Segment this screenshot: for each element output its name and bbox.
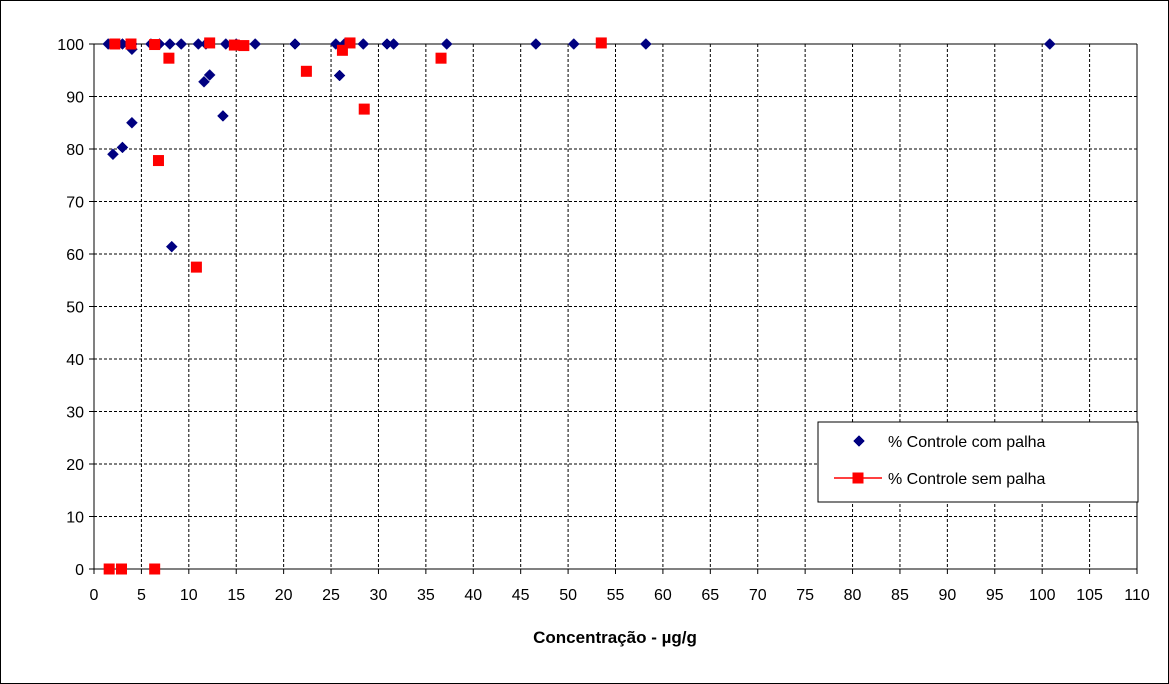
data-point-com-palha: [440, 38, 453, 50]
gridlines: [94, 43, 1138, 569]
data-point-com-palha: [203, 69, 216, 81]
data-point-sem-palha: [204, 37, 216, 49]
x-tick-label: 30: [370, 587, 388, 604]
data-point-sem-palha: [149, 39, 161, 51]
data-point-sem-palha: [152, 155, 164, 167]
data-point-com-palha: [639, 38, 652, 50]
data-point-sem-palha: [103, 563, 115, 575]
legend-item-sem-palha: % Controle sem palha: [834, 471, 1046, 488]
x-tick-label: 60: [654, 587, 672, 604]
data-point-com-palha: [198, 75, 210, 88]
data-point-sem-palha: [435, 52, 447, 64]
data-point-com-palha: [567, 38, 580, 50]
x-tick-label: 20: [275, 587, 293, 604]
data-point-sem-palha: [163, 52, 175, 64]
data-point-sem-palha: [336, 44, 348, 56]
x-tick-label: 15: [227, 587, 245, 604]
x-tick-label: 25: [322, 587, 340, 604]
tick-labels: 0 10 20 30 40 50 60 70 80 90 100 0 5 10 15 20 25 30 35 40 45…: [57, 37, 1150, 604]
data-point-com-palha: [165, 240, 178, 253]
x-tick-label: 70: [749, 587, 767, 604]
x-tick-label: 110: [1124, 587, 1150, 604]
data-point-sem-palha: [149, 563, 161, 575]
y-tick-label: 30: [66, 405, 84, 422]
x-tick-label: 55: [607, 587, 625, 604]
x-tick-label: 75: [796, 587, 814, 604]
data-point-com-palha: [387, 38, 400, 50]
x-tick-label: 5: [137, 587, 146, 604]
data-point-com-palha: [217, 110, 229, 122]
x-tick-label: 40: [464, 587, 482, 604]
data-point-com-palha: [289, 38, 301, 50]
data-point-sem-palha: [125, 38, 137, 50]
x-tick-label: 10: [180, 587, 198, 604]
legend-marker-com-palha: [853, 435, 865, 447]
x-tick-label: 65: [701, 587, 719, 604]
series-sem-palha: [103, 37, 607, 575]
data-point-sem-palha: [228, 39, 240, 51]
data-point-sem-palha: [358, 103, 370, 115]
data-point-sem-palha: [238, 40, 250, 52]
data-point-com-palha: [107, 148, 119, 161]
data-point-com-palha: [357, 38, 370, 50]
y-tick-label: 0: [75, 562, 84, 579]
y-tick-label: 70: [66, 195, 84, 212]
x-tick-label: 80: [844, 587, 862, 604]
axes: [89, 43, 1138, 574]
data-point-com-palha: [116, 141, 129, 154]
y-tick-label: 100: [57, 37, 84, 54]
y-tick-label: 90: [66, 90, 84, 107]
data-point-com-palha: [175, 38, 188, 50]
legend-marker-sem-palha: [852, 472, 864, 484]
series-com-palha: [102, 38, 1056, 253]
x-tick-label: 35: [417, 587, 435, 604]
data-point-sem-palha: [595, 37, 607, 49]
data-point-com-palha: [164, 38, 176, 50]
x-tick-label: 95: [986, 587, 1004, 604]
x-tick-label: 90: [938, 587, 956, 604]
data-point-com-palha: [249, 38, 262, 50]
legend: % Controle com palha % Controle sem palh…: [817, 421, 1139, 503]
legend-label-com-palha: % Controle com palha: [888, 434, 1046, 451]
x-tick-label: 45: [512, 587, 530, 604]
legend-item-com-palha: % Controle com palha: [853, 434, 1046, 451]
y-tick-label: 50: [66, 300, 84, 317]
data-point-com-palha: [126, 116, 138, 129]
data-point-com-palha: [333, 69, 346, 82]
y-tick-label: 20: [66, 457, 84, 474]
y-tick-label: 60: [66, 247, 84, 264]
x-tick-label: 0: [90, 587, 99, 604]
legend-box: [817, 421, 1139, 503]
data-point-sem-palha: [190, 261, 202, 273]
x-tick-label: 100: [1029, 587, 1056, 604]
data-point-sem-palha: [300, 65, 312, 77]
data-point-sem-palha: [344, 37, 356, 49]
data-point-sem-palha: [115, 563, 127, 575]
x-tick-label: 50: [559, 587, 577, 604]
y-tick-label: 40: [66, 352, 84, 369]
data-point-sem-palha: [109, 38, 121, 50]
x-tick-label: 105: [1076, 587, 1103, 604]
data-point-com-palha: [529, 38, 542, 50]
data-point-com-palha: [1043, 38, 1056, 50]
legend-label-sem-palha: % Controle sem palha: [888, 471, 1046, 488]
x-axis-title: Concentração - µg/g: [533, 628, 697, 647]
y-tick-label: 80: [66, 142, 84, 159]
y-tick-label: 10: [66, 510, 84, 527]
x-tick-label: 85: [891, 587, 909, 604]
